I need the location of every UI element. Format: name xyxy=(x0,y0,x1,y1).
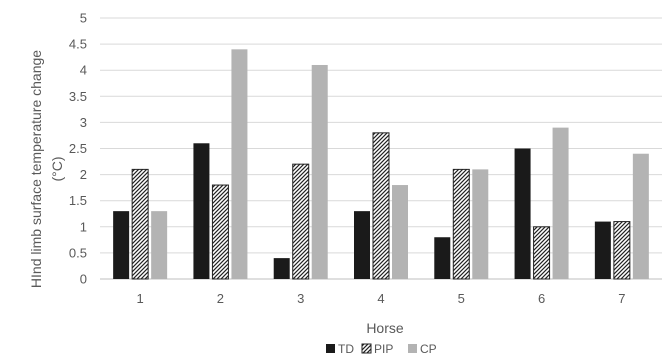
y-tick-label: 1.5 xyxy=(69,193,87,208)
bar-cp-horse-6 xyxy=(552,127,569,280)
y-tick-label: 3.5 xyxy=(69,89,87,104)
bar-pip-horse-7 xyxy=(613,221,631,280)
bar-pip-horse-3 xyxy=(292,163,310,280)
bar-td-horse-1 xyxy=(113,211,130,279)
x-tick-label: 4 xyxy=(377,291,384,306)
bar-cp-horse-5 xyxy=(472,169,489,279)
y-tick-label: 2.5 xyxy=(69,141,87,156)
y-tick-label: 4 xyxy=(80,63,87,78)
y-tick-label: 0.5 xyxy=(69,245,87,260)
bar-td-horse-4 xyxy=(354,211,370,279)
legend-swatch-cp xyxy=(408,344,417,353)
bar-pip-horse-4 xyxy=(372,132,390,280)
y-axis-tick-labels: 0 0.5 1 1.5 2 2.5 3 3.5 4 4.5 5 xyxy=(69,11,87,287)
bar-pip-horse-2 xyxy=(211,184,229,280)
y-tick-label: 0 xyxy=(80,272,87,287)
bar-td-horse-6 xyxy=(514,148,531,279)
y-tick-label: 1 xyxy=(80,219,87,234)
x-tick-label: 7 xyxy=(618,291,625,306)
bar-td-horse-5 xyxy=(434,237,451,279)
y-tick-label: 2 xyxy=(80,167,87,182)
bar-td-horse-7 xyxy=(594,221,611,279)
y-tick-label: 5 xyxy=(80,11,87,26)
bar-cp-horse-3 xyxy=(311,64,328,279)
bar-pip-horse-1 xyxy=(131,168,149,280)
x-tick-label: 3 xyxy=(297,291,304,306)
y-axis-title-line-2: (°C) xyxy=(49,156,65,181)
y-tick-label: 3 xyxy=(80,115,87,130)
legend-label-cp: CP xyxy=(420,342,437,356)
legend-swatch-pip xyxy=(361,343,372,354)
x-axis-title: Horse xyxy=(366,320,404,336)
x-tick-label: 1 xyxy=(137,291,144,306)
bar-cp-horse-7 xyxy=(632,153,649,279)
legend-swatch-td xyxy=(326,344,335,353)
bar-pip-horse-5 xyxy=(452,168,470,280)
bar-cp-horse-2 xyxy=(231,49,248,279)
x-axis-tick-labels: 1 2 3 4 5 6 7 xyxy=(137,291,626,306)
legend-label-td: TD xyxy=(338,342,354,356)
x-tick-label: 5 xyxy=(458,291,465,306)
y-tick-label: 4.5 xyxy=(69,37,87,52)
legend-label-pip: PIP xyxy=(374,342,393,356)
bars xyxy=(113,49,649,280)
bar-td-horse-2 xyxy=(193,143,210,279)
bar-cp-horse-1 xyxy=(151,211,168,279)
bar-pip-horse-6 xyxy=(533,226,551,280)
bar-cp-horse-4 xyxy=(392,185,408,279)
x-tick-label: 6 xyxy=(538,291,545,306)
legend: TD PIP CP xyxy=(326,342,437,356)
y-axis-title-line-1: HInd limb surface temperature change xyxy=(28,50,44,288)
bar-td-horse-3 xyxy=(273,258,290,279)
x-tick-label: 2 xyxy=(217,291,224,306)
